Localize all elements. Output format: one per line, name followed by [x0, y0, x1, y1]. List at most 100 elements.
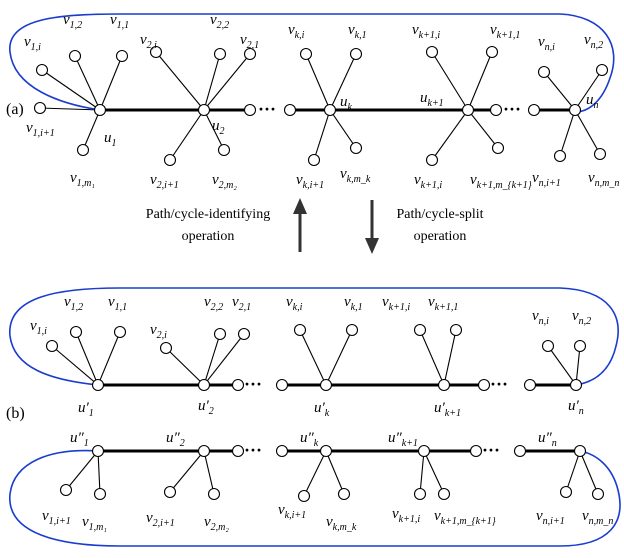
spine-end-node-b-bottom	[231, 444, 245, 458]
leaf-label-a: v2,i+1	[150, 172, 179, 191]
leaf-label-b-top: vn,2	[572, 308, 591, 327]
hub-node-b-bottom	[91, 444, 105, 458]
leaf-label-a: vk+1,1	[490, 22, 520, 41]
leaf-node-a	[149, 45, 163, 59]
leaf-edge-b-bottom	[423, 450, 445, 495]
leaf-label-b-bottom: v2,i+1	[146, 510, 175, 529]
leaf-label-b-top: v2,2	[204, 294, 223, 313]
leaf-edge-b-bottom	[203, 450, 215, 495]
leaf-node-a	[485, 45, 499, 59]
identify-arrow	[293, 198, 307, 252]
panel-a-label: (a)	[6, 101, 24, 118]
leaf-node-a	[299, 47, 313, 61]
cycles-layer	[9, 13, 621, 547]
leaf-node-a	[163, 153, 177, 167]
leaf-node-a	[213, 47, 227, 61]
spine-end-node-a	[527, 103, 541, 117]
hub-node-a	[323, 103, 337, 117]
leaf-edge-b-bottom	[303, 450, 327, 497]
identify-operation-label-line2: operation	[182, 229, 235, 244]
hub-node-a	[197, 103, 211, 117]
leaf-node-a	[243, 47, 257, 61]
spine-end-node-b-bottom	[275, 444, 289, 458]
leaf-node-b-top	[573, 339, 587, 353]
leaf-node-a	[217, 143, 231, 157]
leaf-label-a: v1,m₁	[70, 170, 95, 189]
leaf-node-b-top	[541, 339, 555, 353]
ellipsis-b-top-1: ···	[244, 374, 262, 394]
leaf-edge-b-bottom	[97, 450, 101, 495]
leaf-node-a	[537, 65, 551, 79]
labels-layer: v1,i v1,2 v1,1 v1,i+1 v1,m₁ v2,i v2,2 v2,1 v2,i+…	[24, 12, 619, 533]
leaf-label-a: vk+1,m_{k+1}	[470, 172, 532, 191]
leaf-label-b-bottom: v2,m₂	[204, 514, 229, 533]
leaf-label-b-top: v1,1	[108, 294, 127, 313]
leaf-edge-b-top	[75, 331, 99, 386]
hub-label-a: uk	[340, 94, 353, 113]
split-arrow	[365, 200, 379, 254]
hub-label-a: uk+1	[420, 90, 444, 109]
leaf-edge-a	[559, 109, 576, 157]
leaf-label-b-top: vk,i	[286, 294, 303, 313]
leaf-node-b-bottom	[207, 487, 221, 501]
leaf-edge-b-bottom	[169, 450, 205, 493]
cycle-a	[9, 13, 615, 113]
hub-label-a: u1	[104, 130, 117, 149]
ellipsis-b-top-2: ···	[490, 374, 508, 394]
leaf-edge-b-top	[443, 329, 457, 386]
hub-node-a	[568, 103, 582, 117]
hub-label-a: u2	[212, 118, 225, 137]
leaf-node-b-bottom	[163, 485, 177, 499]
hub-label-b-top: u′k+1	[434, 400, 461, 419]
leaf-node-b-top	[213, 327, 227, 341]
leaf-edge-a	[41, 69, 101, 111]
leaf-label-b-top: vk+1,1	[428, 294, 458, 313]
leaf-edge-b-top	[325, 329, 353, 386]
leaf-label-b-bottom: vn,i+1	[536, 508, 565, 527]
leaf-label-a: v1,i+1	[26, 120, 55, 139]
leaf-label-b-top: vk,1	[344, 294, 363, 313]
leaf-edge-b-top	[547, 345, 577, 386]
leaf-node-a	[307, 153, 321, 167]
leaf-node-b-bottom	[437, 487, 451, 501]
leaf-label-b-top: v1,i	[30, 318, 47, 337]
identify-operation-label-line1: Path/cycle-identifying	[146, 207, 270, 222]
hub-node-b-top	[197, 378, 211, 392]
leaf-edge-b-top	[165, 347, 205, 386]
spine-end-node-b-top	[231, 378, 245, 392]
leaf-label-a: vn,i	[538, 34, 555, 53]
leaf-edge-a	[203, 53, 221, 111]
leaf-node-b-bottom	[337, 487, 351, 501]
leaf-edge-b-top	[203, 333, 221, 386]
leaf-edge-b-top	[299, 329, 327, 386]
leaf-node-a	[35, 63, 49, 77]
spine-end-node-b-top	[275, 378, 289, 392]
hub-label-b-bottom: u″1	[70, 430, 89, 449]
leaf-edge-a	[203, 109, 225, 151]
leaf-node-b-top	[113, 325, 127, 339]
leaf-edge-a	[305, 53, 331, 111]
leaf-node-b-bottom	[559, 485, 573, 499]
hub-node-a	[93, 103, 107, 117]
leaf-edge-b-top	[51, 345, 99, 386]
hub-label-b-top: u′n	[568, 398, 584, 417]
leaf-label-a: vk+1,i	[414, 172, 442, 191]
leaf-label-a: v2,i	[140, 32, 157, 51]
leaf-label-a: vk,m_k	[340, 166, 371, 185]
spine-end-node-b-bottom	[469, 444, 483, 458]
leaf-node-a	[491, 141, 505, 155]
leaf-label-b-top: v2,i	[150, 322, 167, 341]
hub-node-b-top	[437, 378, 451, 392]
leaf-edge-b-bottom	[419, 450, 425, 495]
split-operation-label-line1: Path/cycle-split	[396, 207, 483, 222]
leaf-label-a: v2,1	[240, 32, 259, 51]
leaf-node-b-bottom	[591, 487, 605, 501]
hub-label-b-bottom: u″k	[300, 430, 319, 449]
leaf-label-b-top: vn,i	[532, 308, 549, 327]
spine-end-node-b-top	[523, 378, 537, 392]
hub-node-a	[461, 103, 475, 117]
leaf-node-a	[349, 47, 363, 61]
spine-end-node-a	[489, 103, 503, 117]
hub-label-b-top: u′2	[198, 398, 214, 417]
leaf-label-a: vk,i+1	[296, 172, 324, 191]
